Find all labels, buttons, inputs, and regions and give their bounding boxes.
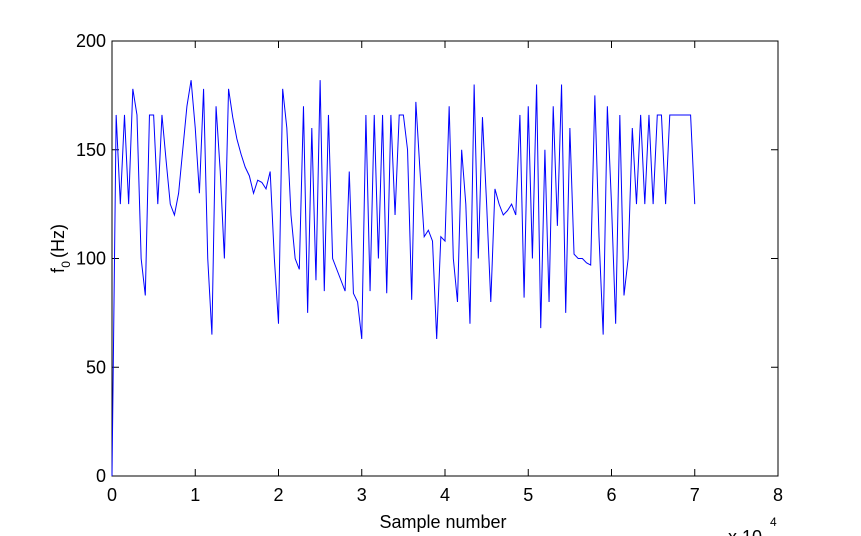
y-axis-label: f 0 (Hz) — [48, 224, 73, 273]
x-axis-label: Sample number — [379, 512, 506, 532]
x-multiplier: x 10 — [728, 527, 762, 536]
x-tick-label: 8 — [773, 485, 783, 505]
x-tick-label: 0 — [107, 485, 117, 505]
y-tick-label: 200 — [76, 31, 106, 51]
y-label-rest: (Hz) — [48, 224, 68, 258]
x-tick-label: 4 — [440, 485, 450, 505]
f0-line — [111, 80, 696, 477]
y-label-base: f — [48, 267, 68, 273]
y-tick-label: 100 — [76, 249, 106, 269]
x-tick-label: 3 — [357, 485, 367, 505]
y-label-subscript: 0 — [59, 261, 73, 268]
y-tick-label: 0 — [96, 466, 106, 486]
x-tick-label: 5 — [523, 485, 533, 505]
x-tick-label: 7 — [690, 485, 700, 505]
y-tick-label: 50 — [86, 357, 106, 377]
x-tick-label: 1 — [190, 485, 200, 505]
x-tick-label: 2 — [273, 485, 283, 505]
x-tick-label: 6 — [606, 485, 616, 505]
y-tick-label: 150 — [76, 140, 106, 160]
x-multiplier-exponent: 4 — [770, 515, 777, 529]
